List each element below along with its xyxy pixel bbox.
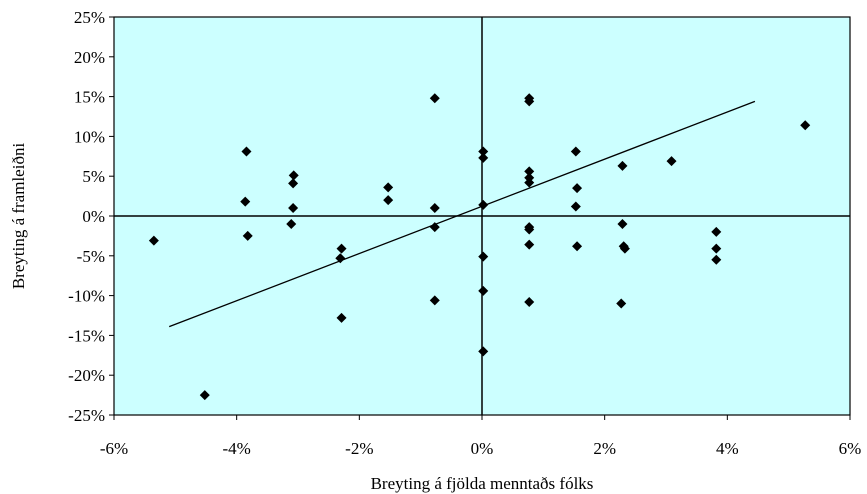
y-axis-title: Breyting á framleiðni bbox=[9, 143, 28, 290]
data-point bbox=[429, 93, 440, 104]
y-tick-label: -25% bbox=[68, 406, 105, 425]
data-point bbox=[524, 96, 535, 107]
data-point bbox=[572, 183, 583, 194]
data-point bbox=[240, 196, 251, 207]
y-tick-label: 20% bbox=[74, 48, 105, 67]
data-point bbox=[617, 160, 628, 171]
x-axis-title: Breyting á fjölda menntaðs fólks bbox=[371, 474, 594, 493]
x-tick-label: 6% bbox=[839, 439, 862, 458]
data-point bbox=[524, 296, 535, 307]
x-tick-label: -2% bbox=[345, 439, 373, 458]
data-point bbox=[524, 177, 535, 188]
y-tick-label: 15% bbox=[74, 88, 105, 107]
data-point bbox=[478, 285, 489, 296]
data-point bbox=[429, 203, 440, 214]
y-tick-label: -10% bbox=[68, 287, 105, 306]
y-tick-label: -5% bbox=[77, 247, 105, 266]
data-point bbox=[288, 203, 299, 214]
y-tick-label: 5% bbox=[82, 167, 105, 186]
data-point bbox=[241, 146, 252, 157]
data-point bbox=[524, 224, 535, 235]
x-tick-label: -6% bbox=[100, 439, 128, 458]
y-tick-label: 0% bbox=[82, 207, 105, 226]
data-point bbox=[429, 295, 440, 306]
data-point bbox=[478, 152, 489, 163]
data-points bbox=[148, 93, 811, 401]
x-axis-ticks: -6% -4% -2% 0% 2% 4% 6% bbox=[100, 415, 862, 458]
trendline bbox=[168, 100, 756, 328]
data-point bbox=[288, 178, 299, 189]
data-point bbox=[336, 312, 347, 323]
data-point bbox=[478, 199, 489, 210]
y-axis-ticks: 25% 20% 15% 10% 5% 0% -5% -10% -15% -20% -25% bbox=[68, 8, 114, 425]
data-point bbox=[383, 182, 394, 193]
data-point bbox=[478, 346, 489, 357]
data-point bbox=[288, 170, 299, 181]
data-point bbox=[335, 253, 346, 264]
data-point bbox=[617, 218, 628, 229]
data-point bbox=[242, 230, 253, 241]
data-point bbox=[429, 222, 440, 233]
data-point bbox=[524, 166, 535, 177]
data-point bbox=[383, 195, 394, 206]
x-tick-label: -4% bbox=[223, 439, 251, 458]
data-point bbox=[711, 254, 722, 265]
data-point bbox=[800, 120, 811, 131]
data-point bbox=[478, 146, 489, 157]
data-point bbox=[616, 298, 627, 309]
data-point bbox=[711, 226, 722, 237]
data-point bbox=[286, 218, 297, 229]
data-point bbox=[570, 146, 581, 157]
data-point bbox=[570, 201, 581, 212]
data-point bbox=[336, 243, 347, 254]
data-point bbox=[666, 156, 677, 167]
data-point bbox=[524, 239, 535, 250]
x-tick-label: 0% bbox=[471, 439, 494, 458]
x-tick-label: 4% bbox=[716, 439, 739, 458]
y-tick-label: -15% bbox=[68, 326, 105, 345]
data-point bbox=[711, 243, 722, 254]
data-point bbox=[148, 235, 159, 246]
data-point bbox=[619, 243, 630, 254]
y-tick-label: 25% bbox=[74, 8, 105, 27]
data-point bbox=[199, 390, 210, 401]
data-point bbox=[572, 241, 583, 252]
y-tick-label: 10% bbox=[74, 127, 105, 146]
data-point bbox=[478, 251, 489, 262]
x-tick-label: 2% bbox=[593, 439, 616, 458]
y-tick-label: -20% bbox=[68, 366, 105, 385]
